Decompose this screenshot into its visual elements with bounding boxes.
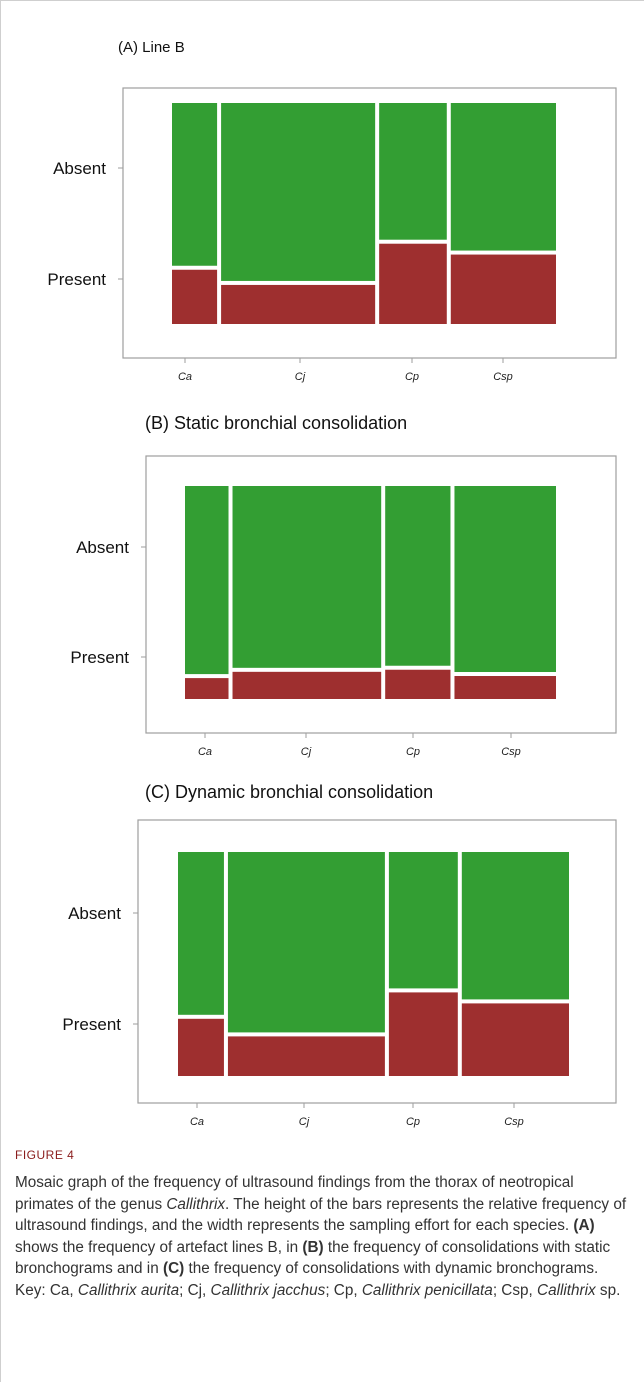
tile-absent-csp xyxy=(461,852,569,1000)
y-tick-label: Absent xyxy=(53,159,106,178)
tile-present-csp xyxy=(450,254,556,324)
tile-absent-ca xyxy=(185,486,229,675)
x-tick-label: Csp xyxy=(501,746,521,758)
tile-absent-ca xyxy=(178,852,224,1015)
caption-segment: Callithrix penicillata xyxy=(361,1281,493,1299)
caption-segment: ; Cj, xyxy=(179,1281,211,1299)
y-tick-label: Absent xyxy=(76,538,129,557)
y-tick-label: Present xyxy=(62,1015,121,1034)
tile-absent-cp xyxy=(388,852,458,989)
x-tick-label: Cp xyxy=(406,1116,420,1128)
tile-absent-ca xyxy=(172,103,218,266)
x-tick-label: Ca xyxy=(190,1116,204,1128)
figure-caption: FIGURE 4 Mosaic graph of the frequency o… xyxy=(15,1148,630,1302)
caption-segment: shows the frequency of artefact lines B,… xyxy=(15,1238,303,1256)
caption-segment: ; Cp, xyxy=(325,1281,362,1299)
y-tick-label: Present xyxy=(47,270,106,289)
x-tick-label: Cj xyxy=(301,746,312,758)
tile-present-ca xyxy=(185,678,229,699)
page-border-top xyxy=(0,0,644,1)
tile-absent-cp xyxy=(385,486,451,666)
x-tick-label: Csp xyxy=(493,371,513,383)
panel-b: (B) Static bronchial consolidation Absent… xyxy=(70,413,617,758)
tile-present-cp xyxy=(388,992,458,1076)
x-tick-label: Ca xyxy=(198,746,212,758)
tile-absent-cj xyxy=(227,852,385,1033)
tile-absent-cp xyxy=(379,103,447,240)
x-tick-label: Cj xyxy=(295,371,306,383)
panel-title: (A) Line B xyxy=(118,39,185,56)
tile-present-cj xyxy=(232,671,382,699)
caption-segment: Callithrix xyxy=(537,1281,596,1299)
caption-segment: (B) xyxy=(302,1238,324,1256)
y-tick-label: Present xyxy=(70,648,129,667)
tile-present-ca xyxy=(178,1018,224,1076)
x-tick-label: Csp xyxy=(504,1116,524,1128)
panel-title: (C) Dynamic bronchial consolidation xyxy=(145,782,433,802)
caption-segment: the frequency of consolidations with sta… xyxy=(15,1238,611,1278)
caption-segment: . The height of the bars represents the … xyxy=(15,1195,627,1235)
caption-segment: Callithrix xyxy=(166,1195,226,1213)
x-tick-label: Cj xyxy=(299,1116,310,1128)
plot-frame xyxy=(122,87,617,359)
caption-segment: Callithrix jacchus xyxy=(210,1281,326,1299)
x-tick-label: Cp xyxy=(405,371,419,383)
tile-present-csp xyxy=(461,1003,569,1076)
caption-segment: ; Csp, xyxy=(492,1281,538,1299)
plot-frame xyxy=(137,819,617,1104)
plot-frame xyxy=(145,455,617,734)
caption-segment: the frequency of consolidations with dyn… xyxy=(15,1260,599,1299)
caption-segment: Callithrix aurita xyxy=(77,1281,180,1299)
tile-present-csp xyxy=(454,676,556,699)
figure-label: FIGURE 4 xyxy=(15,1148,75,1162)
tile-present-cp xyxy=(379,243,447,324)
tile-present-cj xyxy=(227,1036,385,1076)
caption-segment: (C) xyxy=(162,1260,185,1278)
tile-absent-csp xyxy=(450,103,556,251)
panel-a: (A) Line B Absent Present Ca Cj Cp Csp xyxy=(47,39,617,383)
tile-absent-cj xyxy=(232,486,382,668)
y-tick-label: Absent xyxy=(68,904,121,923)
caption-segment: (A) xyxy=(573,1217,595,1235)
figure-caption-text: Mosaic graph of the frequency of ultraso… xyxy=(15,1172,630,1302)
caption-segment: sp. xyxy=(595,1281,621,1299)
panel-title: (B) Static bronchial consolidation xyxy=(145,413,407,433)
panel-c: (C) Dynamic bronchial consolidation Absen… xyxy=(62,782,617,1128)
tile-present-cp xyxy=(385,669,451,699)
page-border-left xyxy=(0,0,1,1382)
x-tick-label: Ca xyxy=(178,371,192,383)
tile-absent-cj xyxy=(221,103,376,281)
caption-segment: Mosaic graph of the frequency of ultraso… xyxy=(15,1174,574,1213)
tile-present-cj xyxy=(221,284,376,324)
tile-absent-csp xyxy=(454,486,556,673)
tile-present-ca xyxy=(172,269,218,324)
x-tick-label: Cp xyxy=(406,746,420,758)
